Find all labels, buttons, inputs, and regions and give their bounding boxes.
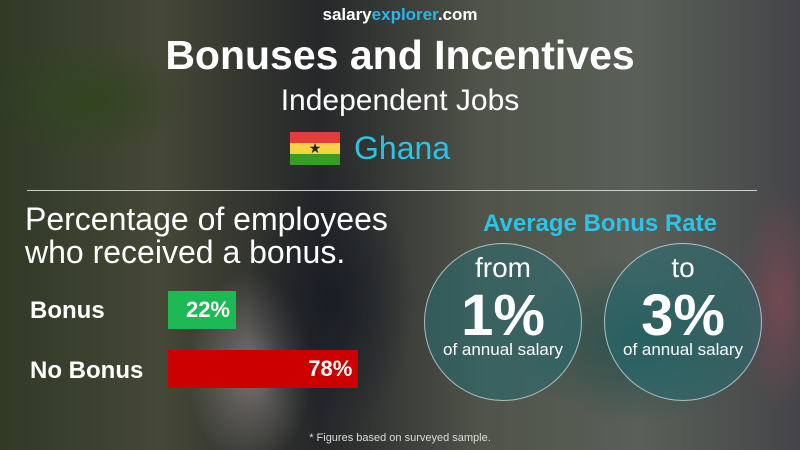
logo-part: .com [437, 5, 478, 24]
bar-value-label: 78% [308, 356, 353, 381]
bar-bonus: 22% [168, 291, 236, 329]
logo-part-accent: explorer [371, 5, 438, 24]
bar-value-label: 22% [185, 297, 230, 322]
to-label: to [671, 252, 695, 283]
unit-label: of annual salary [622, 340, 744, 359]
to-circle: to 3% of annual salary [604, 243, 762, 401]
from-label: from [475, 252, 531, 283]
average-bonus-title: Average Bonus Rate [483, 210, 717, 237]
country-row: ★ Ghana [290, 130, 450, 167]
page-subtitle: Independent Jobs [280, 84, 520, 117]
from-circle: from 1% of annual salary [424, 243, 582, 401]
percentage-title: Percentage of employees who received a b… [25, 203, 388, 269]
bar-label-no-bonus: No Bonus [30, 357, 144, 384]
from-value: 1% [461, 283, 545, 348]
site-logo[interactable]: salaryexplorer.com [0, 5, 800, 25]
bar-label-bonus: Bonus [30, 297, 105, 324]
title-line: who received a bonus. [25, 234, 346, 270]
bar-no-bonus: 78% [168, 350, 359, 388]
to-value: 3% [641, 283, 725, 348]
footnote: * Figures based on surveyed sample. [309, 432, 491, 444]
unit-label: of annual salary [442, 340, 564, 359]
ghana-flag-icon: ★ [290, 132, 340, 165]
page-title: Bonuses and Incentives [165, 32, 635, 78]
divider [27, 190, 757, 191]
country-name: Ghana [354, 130, 451, 166]
logo-part: salary [322, 5, 372, 24]
title-line: Percentage of employees [25, 201, 388, 237]
